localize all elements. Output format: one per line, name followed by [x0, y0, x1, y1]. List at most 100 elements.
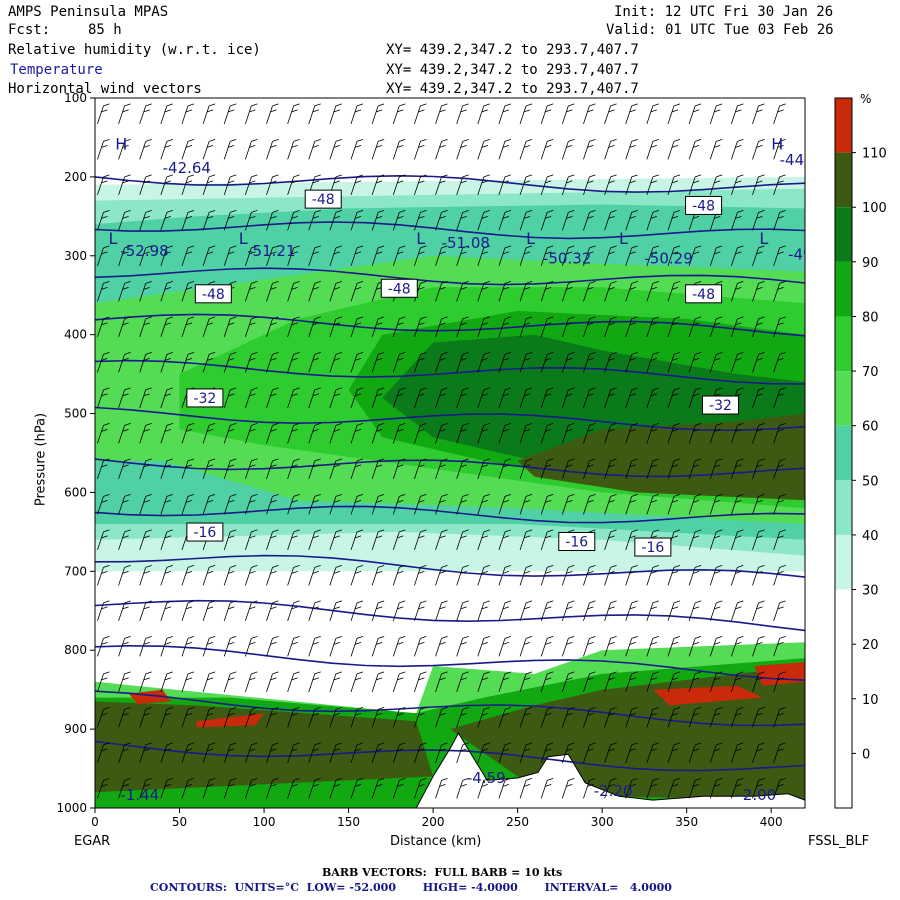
- wind-barb: [187, 707, 195, 710]
- colorbar-label: 50: [862, 474, 879, 489]
- wind-barb: [185, 748, 193, 752]
- extremum-marker: L: [619, 229, 628, 248]
- wind-barb: [223, 176, 231, 196]
- wind-barb: [688, 567, 696, 586]
- wind-barb: [124, 778, 131, 781]
- wind-barb: [462, 458, 469, 462]
- contour-label-box: [304, 189, 342, 209]
- wind-barb: [671, 606, 679, 610]
- wind-barb: [118, 744, 125, 764]
- wind-barb: [230, 742, 237, 746]
- wind-barb: [335, 174, 343, 178]
- wind-barb: [122, 109, 129, 113]
- wind-barb: [477, 389, 485, 409]
- wind-barb: [504, 742, 512, 746]
- wind-barb: [502, 429, 510, 432]
- wind-barb: [547, 600, 554, 604]
- wind-barb: [545, 606, 552, 610]
- wind-barb: [525, 636, 533, 639]
- wind-barb: [291, 784, 298, 787]
- wind-barb: [435, 105, 442, 125]
- wind-barb: [356, 316, 364, 320]
- wind-barb: [646, 425, 654, 444]
- wind-barb: [460, 464, 467, 468]
- wind-barb: [202, 496, 210, 515]
- wind-barb: [502, 287, 510, 290]
- wind-barb: [223, 709, 231, 728]
- wind-barb: [293, 600, 300, 604]
- wind-barb: [293, 174, 300, 178]
- wind-barb: [589, 210, 596, 213]
- wind-barb: [124, 707, 131, 710]
- wind-barb: [185, 464, 193, 468]
- wind-barb: [223, 460, 231, 480]
- wind-barb: [481, 287, 488, 290]
- wind-barb: [97, 283, 104, 302]
- wind-barb: [122, 677, 129, 681]
- temperature-contour: [95, 267, 805, 286]
- wind-barb: [249, 677, 256, 681]
- wind-barb: [122, 429, 129, 432]
- wind-barb: [731, 354, 738, 373]
- wind-barb: [378, 352, 385, 355]
- wind-barb: [293, 636, 300, 639]
- wind-barb: [420, 210, 427, 213]
- wind-barb: [498, 602, 506, 622]
- wind-barb: [139, 354, 147, 373]
- wind-barb: [356, 210, 364, 213]
- wind-barb: [291, 145, 298, 148]
- wind-barb: [166, 139, 173, 142]
- wind-barb: [502, 677, 510, 681]
- wind-barb: [756, 784, 763, 787]
- wind-barb: [314, 565, 321, 568]
- wind-barb: [439, 784, 446, 787]
- wind-barb: [477, 247, 485, 267]
- wind-barb: [314, 636, 321, 639]
- wind-barb: [439, 216, 446, 219]
- wind-barb: [185, 642, 193, 645]
- wind-barb: [335, 529, 343, 533]
- wind-barb: [291, 606, 298, 610]
- wind-barb: [291, 429, 298, 432]
- wind-barb: [652, 494, 659, 497]
- wind-barb: [228, 216, 235, 219]
- wind-barb: [314, 210, 321, 213]
- wind-barb: [545, 748, 552, 752]
- wind-barb: [462, 529, 469, 533]
- wind-barb: [97, 318, 104, 338]
- wind-barb: [145, 423, 152, 426]
- field-temp-xy: XY= 439.2,347.2 to 293.7,407.7: [386, 62, 639, 78]
- wind-barb: [547, 707, 554, 710]
- wind-barb: [561, 283, 569, 302]
- wind-barb: [568, 281, 575, 284]
- wind-barb: [498, 567, 506, 586]
- wind-barb: [483, 707, 490, 710]
- wind-barb: [244, 212, 252, 231]
- wind-barb: [312, 571, 319, 574]
- wind-barb: [758, 316, 765, 320]
- wind-barb: [731, 425, 738, 444]
- wind-barb: [143, 145, 150, 148]
- wind-barb: [777, 642, 784, 645]
- wind-barb: [335, 671, 343, 675]
- wind-barb: [230, 565, 237, 568]
- wind-barb: [272, 103, 279, 107]
- wind-barb: [673, 316, 681, 320]
- wind-barb: [540, 496, 548, 515]
- wind-barb: [101, 464, 108, 468]
- wind-barb: [773, 496, 781, 515]
- wind-barb: [694, 387, 702, 391]
- wind-barb: [462, 600, 469, 604]
- wind-barb: [561, 496, 569, 515]
- wind-barb: [101, 109, 108, 113]
- wind-barb: [756, 606, 763, 610]
- wind-barb: [462, 636, 469, 639]
- wind-barb: [583, 744, 590, 764]
- wind-barb: [652, 565, 659, 568]
- wind-barb: [752, 744, 759, 764]
- wind-barb: [735, 784, 742, 787]
- wind-barb: [164, 677, 171, 681]
- wind-barb: [223, 531, 231, 551]
- wind-barb: [164, 713, 171, 716]
- wind-barb: [777, 358, 784, 361]
